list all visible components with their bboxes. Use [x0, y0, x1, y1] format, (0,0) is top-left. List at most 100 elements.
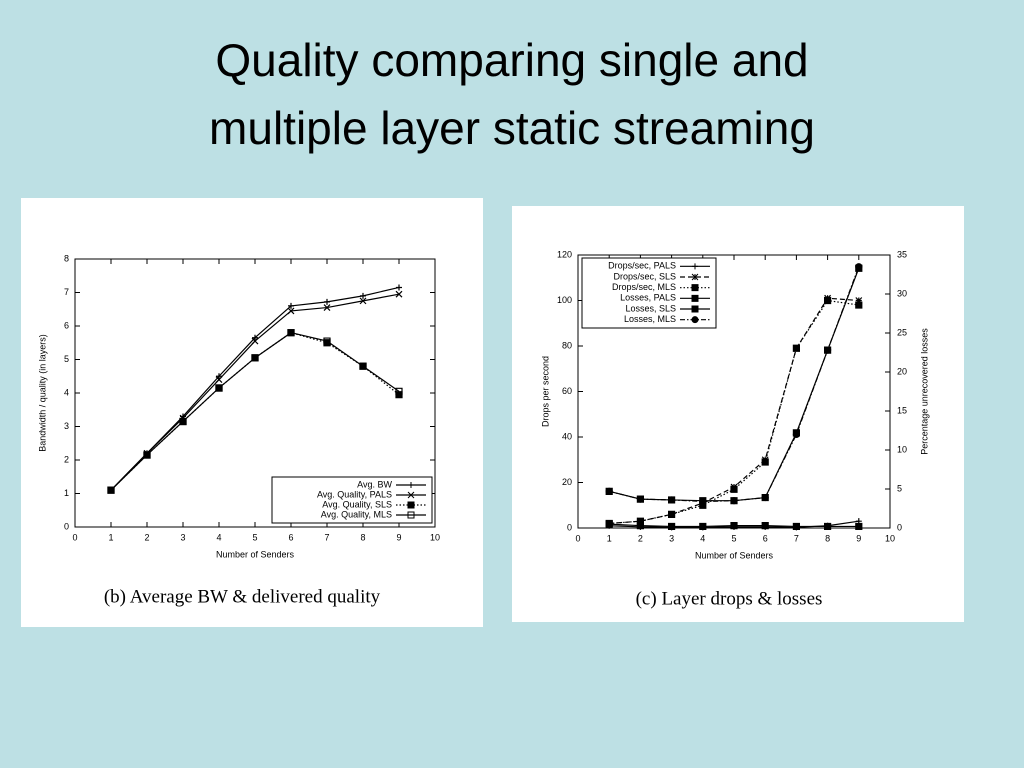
legend-label: Losses, MLS [624, 314, 676, 324]
data-point [855, 301, 863, 309]
data-point [792, 430, 801, 438]
data-point [605, 520, 613, 528]
data-point [396, 284, 402, 291]
y2-tick-label: 0 [897, 522, 902, 532]
data-point [395, 387, 403, 395]
legend-marker [691, 305, 699, 313]
x-tick-label: 4 [700, 533, 705, 543]
legend-label: Avg. BW [357, 479, 392, 489]
legend-label: Avg. Quality, SLS [322, 499, 392, 509]
x-tick-label: 2 [638, 533, 643, 543]
caption: (b) Average BW & delivered quality [104, 586, 381, 607]
data-point [699, 522, 707, 531]
legend-marker [691, 273, 699, 281]
data-point [359, 297, 367, 305]
x-tick-label: 2 [144, 532, 149, 542]
y-tick-label: 7 [64, 287, 69, 297]
y-tick-label: 1 [64, 488, 69, 498]
data-point [107, 486, 115, 494]
data-point [323, 337, 331, 345]
data-point [667, 496, 676, 504]
y-tick-label: 120 [557, 249, 572, 259]
y2-tick-label: 35 [897, 249, 907, 259]
y2-axis-label: Percentage unrecovered losses [919, 328, 929, 455]
data-point [699, 497, 707, 506]
x-tick-label: 7 [794, 533, 799, 543]
data-point [323, 304, 331, 311]
data-point [252, 334, 258, 341]
data-point [143, 451, 151, 459]
data-point [730, 522, 738, 530]
x-axis-label: Number of Senders [695, 550, 774, 560]
y2-tick-label: 20 [897, 366, 907, 376]
slide-title: Quality comparing single and [215, 34, 808, 86]
data-point [855, 297, 863, 304]
legend-marker [691, 316, 699, 324]
y-tick-label: 5 [64, 354, 69, 364]
data-point [216, 373, 222, 380]
x-tick-label: 9 [856, 533, 861, 543]
x-tick-label: 0 [575, 533, 580, 543]
data-point [761, 458, 769, 466]
slide-title: multiple layer static streaming [209, 102, 815, 154]
x-tick-label: 7 [324, 532, 329, 542]
y2-tick-label: 30 [897, 288, 907, 298]
y-tick-label: 0 [64, 521, 69, 531]
data-point [855, 263, 863, 271]
y-tick-label: 40 [562, 431, 572, 441]
y-tick-label: 100 [557, 295, 572, 305]
x-axis-label: Number of Senders [216, 549, 295, 559]
y2-tick-label: 5 [897, 483, 902, 493]
y-tick-label: 0 [567, 522, 572, 532]
series-line [609, 266, 860, 503]
data-point [824, 296, 832, 305]
legend-marker [407, 511, 415, 519]
x-tick-label: 1 [108, 532, 113, 542]
data-point [215, 384, 223, 392]
x-tick-label: 5 [731, 533, 736, 543]
data-point [792, 344, 800, 352]
y-tick-label: 8 [64, 253, 69, 263]
data-point [668, 522, 676, 531]
legend-marker [407, 491, 415, 499]
data-point [179, 417, 187, 426]
data-point [360, 292, 366, 299]
x-tick-label: 4 [216, 532, 221, 542]
data-point [287, 329, 295, 337]
y2-tick-label: 15 [897, 405, 907, 415]
legend-label: Losses, SLS [625, 303, 676, 313]
legend-marker [692, 263, 698, 270]
x-tick-label: 8 [825, 533, 830, 543]
data-point [761, 522, 769, 530]
data-point [730, 485, 738, 493]
legend-label: Avg. Quality, MLS [321, 509, 392, 519]
data-point [823, 346, 832, 354]
x-tick-label: 3 [669, 533, 674, 543]
y-axis-label: Drops per second [540, 356, 550, 427]
legend-marker [408, 482, 414, 488]
y-tick-label: 60 [562, 386, 572, 396]
x-tick-label: 10 [885, 533, 895, 543]
x-tick-label: 3 [180, 532, 185, 542]
legend-label: Drops/sec, PALS [608, 261, 676, 271]
data-point [855, 522, 863, 531]
data-point [395, 290, 403, 298]
data-point [288, 302, 294, 309]
x-tick-label: 5 [252, 532, 257, 542]
caption: (c) Layer drops & losses [636, 588, 823, 609]
data-point [636, 522, 644, 530]
data-point [215, 376, 223, 384]
legend-marker [691, 294, 699, 302]
data-point [636, 495, 645, 503]
data-point [359, 362, 367, 370]
y-tick-label: 80 [562, 340, 572, 350]
series-line [110, 332, 400, 491]
legend-label: Drops/sec, MLS [612, 282, 676, 292]
data-point [668, 510, 676, 518]
x-tick-label: 9 [396, 532, 401, 542]
x-tick-label: 6 [288, 532, 293, 542]
y-axis-label: Bandwidth / quality (in layers) [37, 334, 47, 452]
x-tick-label: 1 [607, 533, 612, 543]
data-point [730, 497, 738, 505]
legend-label: Losses, PALS [620, 293, 676, 303]
